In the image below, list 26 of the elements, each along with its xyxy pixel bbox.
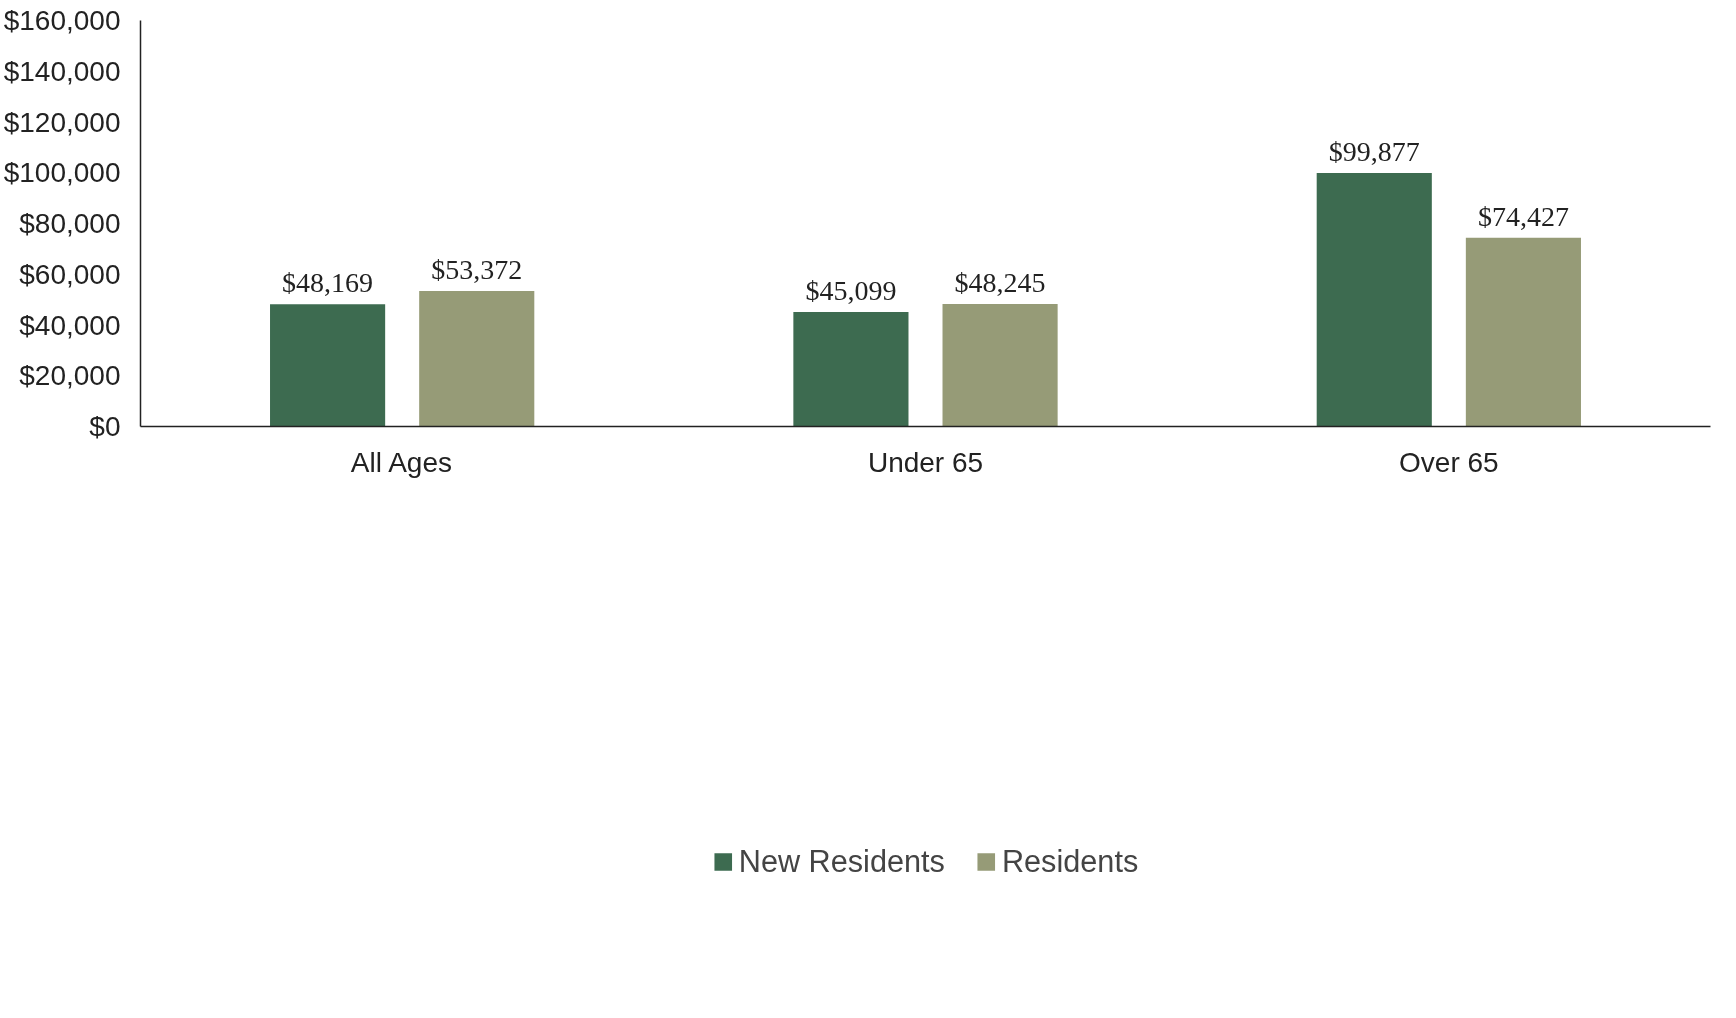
bar [942,304,1058,427]
y-tick-label: $60,000 [19,258,121,290]
data-label: $53,372 [431,254,523,286]
y-tick-label: $140,000 [3,55,121,87]
data-label: $48,169 [282,267,374,299]
data-label: $74,427 [1477,200,1569,232]
x-tick-label: All Ages [350,446,452,478]
y-tick-label: $100,000 [3,157,121,189]
y-tick-label: $20,000 [19,360,121,392]
data-label: $99,877 [1328,136,1420,168]
y-tick-label: $40,000 [19,309,121,341]
bar [270,304,386,427]
y-tick-label: $80,000 [19,208,121,239]
y-tick-label: $160,000 [3,5,121,36]
data-label: $45,099 [805,275,897,307]
legend-label: Residents [1001,843,1139,879]
y-tick-label: $120,000 [3,106,121,138]
bar [1465,237,1581,427]
data-label: $48,245 [954,267,1046,299]
x-tick-label: Over 65 [1399,446,1499,478]
x-tick-label: Under 65 [867,446,984,478]
legend-label: New Residents [738,843,945,879]
y-tick-label: $0 [89,411,121,442]
bar [1316,173,1432,427]
bar [793,312,909,427]
bar [419,291,535,427]
